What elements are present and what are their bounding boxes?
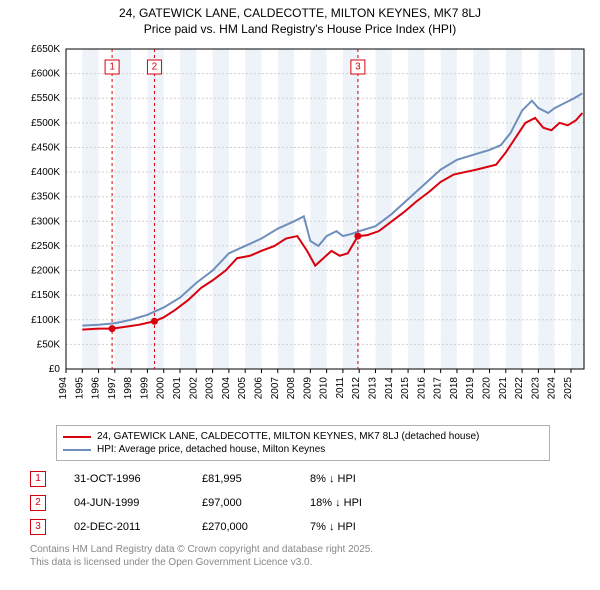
svg-text:1: 1 xyxy=(109,62,115,73)
title-line-1: 24, GATEWICK LANE, CALDECOTTE, MILTON KE… xyxy=(0,6,600,22)
svg-text:£500K: £500K xyxy=(31,118,60,129)
svg-text:2008: 2008 xyxy=(286,377,297,400)
legend-label: 24, GATEWICK LANE, CALDECOTTE, MILTON KE… xyxy=(97,431,479,442)
svg-text:2013: 2013 xyxy=(367,377,378,400)
sale-diff: 7% ↓ HPI xyxy=(310,521,410,533)
svg-text:1999: 1999 xyxy=(139,377,150,400)
legend-swatch xyxy=(63,449,91,451)
svg-text:2017: 2017 xyxy=(433,377,444,400)
svg-text:2000: 2000 xyxy=(156,377,167,400)
svg-text:£450K: £450K xyxy=(31,143,60,154)
svg-text:2010: 2010 xyxy=(319,377,330,400)
sale-marker: 3 xyxy=(30,519,46,535)
sales-table: 1 31-OCT-1996 £81,995 8% ↓ HPI 2 04-JUN-1999 £… xyxy=(30,467,590,539)
svg-text:£350K: £350K xyxy=(31,192,60,203)
svg-text:2002: 2002 xyxy=(188,377,199,400)
svg-text:£50K: £50K xyxy=(37,340,61,351)
chart-title: 24, GATEWICK LANE, CALDECOTTE, MILTON KE… xyxy=(0,0,600,39)
sale-date: 04-JUN-1999 xyxy=(74,497,174,509)
svg-text:2025: 2025 xyxy=(563,377,574,400)
svg-text:£100K: £100K xyxy=(31,315,60,326)
svg-text:2024: 2024 xyxy=(547,377,558,400)
svg-text:£250K: £250K xyxy=(31,241,60,252)
svg-text:2001: 2001 xyxy=(172,377,183,400)
chart-container: { "title": { "line1": "24, GATEWICK LANE… xyxy=(0,0,600,569)
svg-text:£600K: £600K xyxy=(31,69,60,80)
chart-svg: £0 £50K £100K £150K £200K £250K £300K £350K £400… xyxy=(10,39,590,419)
svg-text:2020: 2020 xyxy=(482,377,493,400)
sale-date: 02-DEC-2011 xyxy=(74,521,174,533)
svg-text:2012: 2012 xyxy=(351,377,362,400)
svg-text:2015: 2015 xyxy=(400,377,411,400)
svg-text:2007: 2007 xyxy=(270,377,281,400)
svg-text:2019: 2019 xyxy=(465,377,476,400)
legend-label: HPI: Average price, detached house, Milt… xyxy=(97,444,325,455)
svg-text:2011: 2011 xyxy=(335,377,346,399)
svg-text:2014: 2014 xyxy=(384,377,395,400)
sale-marker: 1 xyxy=(30,471,46,487)
svg-text:2016: 2016 xyxy=(416,377,427,400)
svg-text:2023: 2023 xyxy=(530,377,541,400)
svg-text:£200K: £200K xyxy=(31,266,60,277)
legend-item: HPI: Average price, detached house, Milt… xyxy=(63,443,543,456)
svg-text:1994: 1994 xyxy=(58,377,69,400)
title-line-2: Price paid vs. HM Land Registry's House … xyxy=(0,22,600,38)
svg-text:2009: 2009 xyxy=(302,377,313,400)
chart-plot: £0 £50K £100K £150K £200K £250K £300K £350K £400… xyxy=(10,39,590,419)
svg-text:2021: 2021 xyxy=(498,377,509,400)
sale-price: £270,000 xyxy=(202,521,282,533)
svg-text:2: 2 xyxy=(152,62,158,73)
footer-line-2: This data is licensed under the Open Gov… xyxy=(30,556,590,569)
footer-line-1: Contains HM Land Registry data © Crown c… xyxy=(30,543,590,556)
footer-note: Contains HM Land Registry data © Crown c… xyxy=(30,543,590,569)
sale-price: £81,995 xyxy=(202,473,282,485)
svg-text:2006: 2006 xyxy=(253,377,264,400)
legend-item: 24, GATEWICK LANE, CALDECOTTE, MILTON KE… xyxy=(63,430,543,443)
svg-text:2005: 2005 xyxy=(237,377,248,400)
sale-diff: 18% ↓ HPI xyxy=(310,497,410,509)
svg-text:3: 3 xyxy=(355,62,361,73)
sale-row: 3 02-DEC-2011 £270,000 7% ↓ HPI xyxy=(30,515,590,539)
legend-swatch xyxy=(63,436,91,438)
sale-date: 31-OCT-1996 xyxy=(74,473,174,485)
svg-text:£300K: £300K xyxy=(31,216,60,227)
svg-text:£400K: £400K xyxy=(31,167,60,178)
sale-diff: 8% ↓ HPI xyxy=(310,473,410,485)
sale-row: 1 31-OCT-1996 £81,995 8% ↓ HPI xyxy=(30,467,590,491)
svg-text:2004: 2004 xyxy=(221,377,232,400)
svg-text:£550K: £550K xyxy=(31,93,60,104)
svg-text:2018: 2018 xyxy=(449,377,460,400)
svg-text:2003: 2003 xyxy=(205,377,216,400)
sale-row: 2 04-JUN-1999 £97,000 18% ↓ HPI xyxy=(30,491,590,515)
svg-text:1998: 1998 xyxy=(123,377,134,400)
svg-text:£0: £0 xyxy=(49,364,61,375)
svg-text:1996: 1996 xyxy=(91,377,102,400)
svg-text:£150K: £150K xyxy=(31,290,60,301)
svg-text:1995: 1995 xyxy=(74,377,85,400)
svg-text:£650K: £650K xyxy=(31,44,60,55)
sale-price: £97,000 xyxy=(202,497,282,509)
svg-text:2022: 2022 xyxy=(514,377,525,400)
sale-marker: 2 xyxy=(30,495,46,511)
legend: 24, GATEWICK LANE, CALDECOTTE, MILTON KE… xyxy=(56,425,550,461)
svg-text:1997: 1997 xyxy=(107,377,118,400)
